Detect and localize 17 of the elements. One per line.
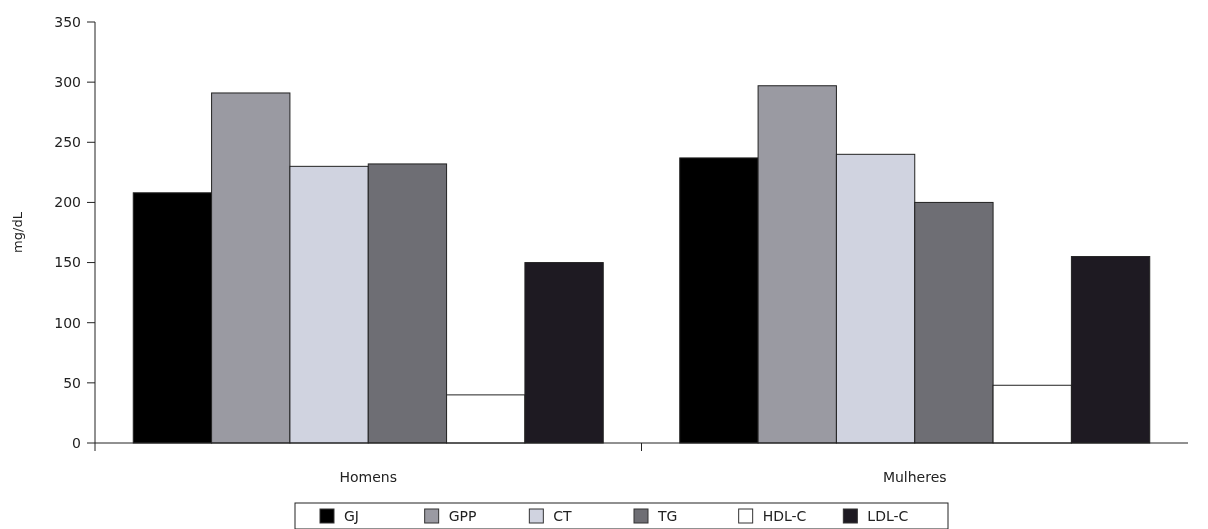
x-tick-label: Homens [339, 469, 398, 485]
x-tick-label: Mulheres [882, 469, 947, 485]
y-tick-label: 150 [54, 254, 81, 271]
legend-label: GPP [448, 507, 477, 524]
y-tick-label: 200 [54, 194, 81, 211]
y-tick-label: 50 [63, 374, 81, 391]
y-tick-label: 300 [54, 74, 81, 91]
legend-label: LDL-C [867, 507, 909, 524]
y-axis-title: mg/dL [10, 211, 25, 253]
y-tick-label: 250 [54, 134, 81, 151]
legend-label: CT [553, 507, 573, 524]
legend-label: TG [657, 507, 678, 524]
legend-label: GJ [344, 507, 359, 524]
y-tick-label: 350 [54, 13, 81, 30]
y-tick-label: 100 [54, 314, 81, 331]
text: HDL-C [762, 507, 807, 524]
y-tick-label: 0 [72, 434, 81, 451]
